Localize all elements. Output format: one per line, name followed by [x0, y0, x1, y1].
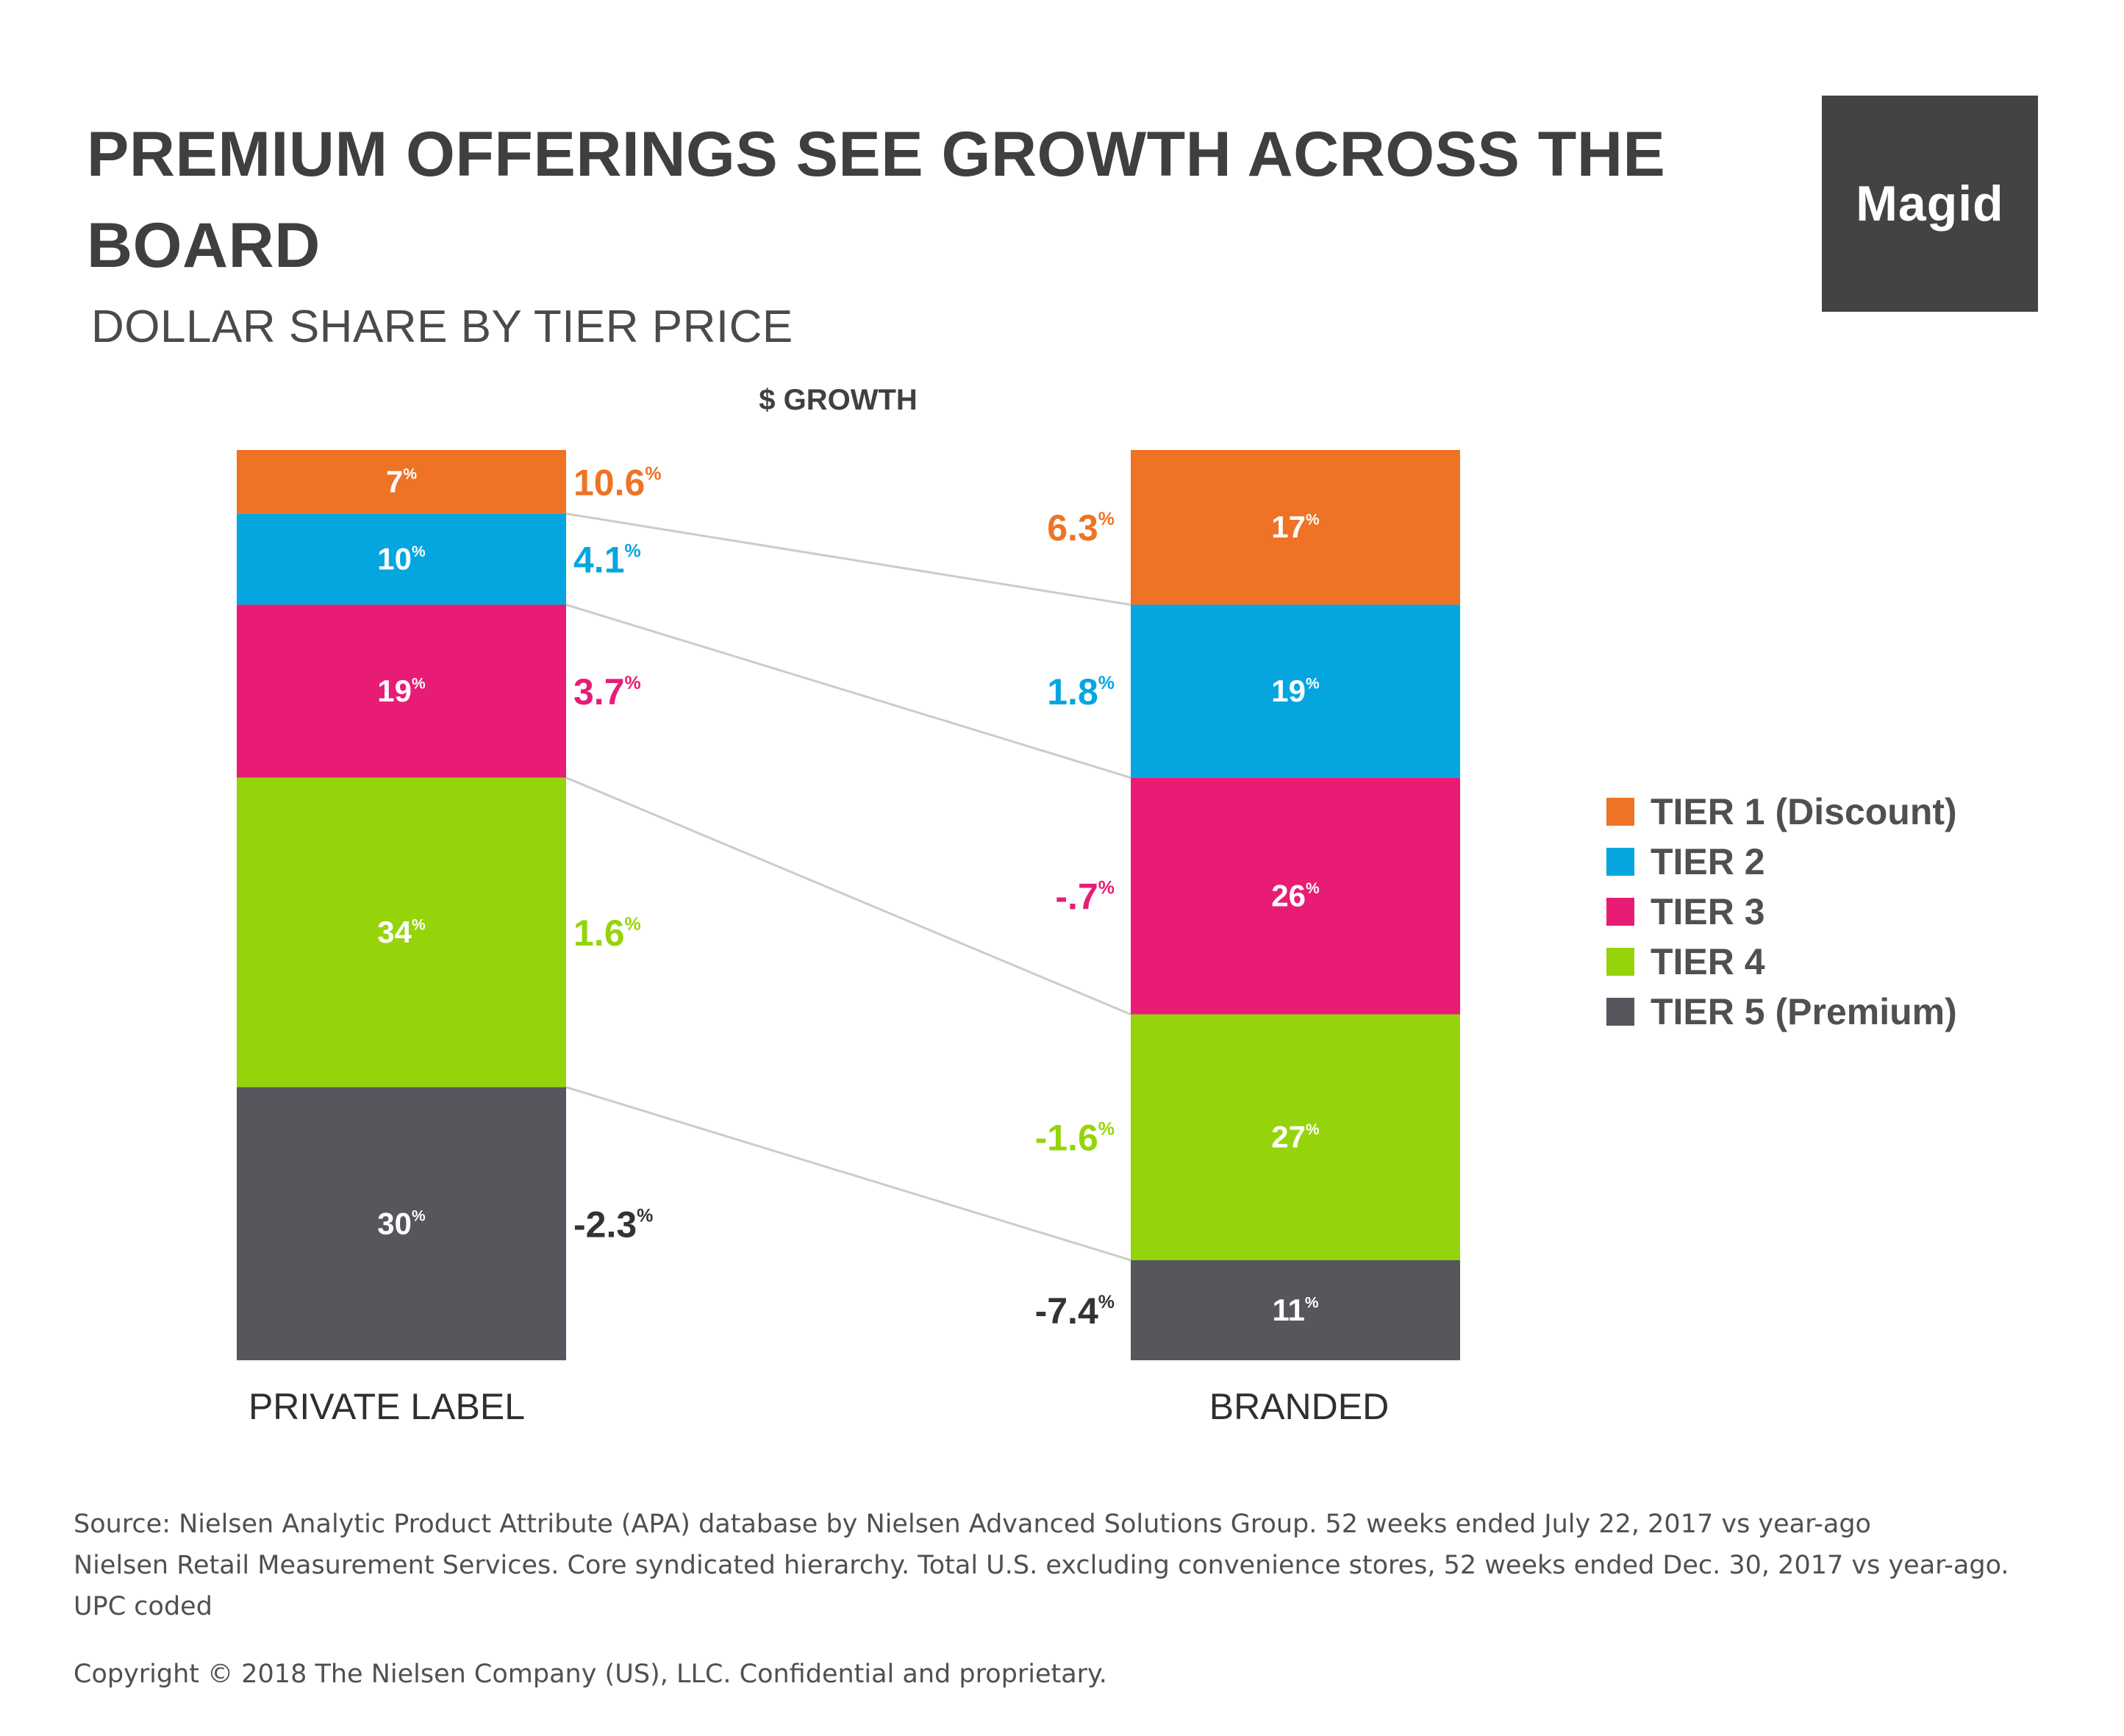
share-label: 26%	[1271, 879, 1320, 913]
connector-line	[565, 512, 1131, 606]
category-label: BRANDED	[1209, 1386, 1389, 1427]
bar-segment	[1131, 1260, 1460, 1360]
stacked-bar-chart: $ GROWTH 7% 10.6% 10% 4.1% 19% 3.7% 34% 1.6% 30% -…	[237, 384, 1460, 1427]
share-label: 11%	[1272, 1293, 1318, 1327]
legend-label: TIER 1 (Discount)	[1651, 791, 1957, 832]
chart-subtitle: DOLLAR SHARE BY TIER PRICE	[91, 301, 793, 352]
connector-line	[565, 776, 1131, 1015]
bar-segment	[1131, 1014, 1460, 1260]
page-title: PREMIUM OFFERINGS SEE GROWTH ACROSS THE …	[87, 119, 1666, 281]
legend-label: TIER 4	[1651, 941, 1765, 982]
legend-label: TIER 3	[1651, 891, 1765, 932]
connector-lines	[565, 512, 1131, 1262]
growth-label: -7.4%	[1035, 1290, 1115, 1332]
legend-label: TIER 2	[1651, 841, 1765, 882]
growth-label: -2.3%	[573, 1204, 653, 1245]
connector-line	[565, 1086, 1131, 1262]
source-note: Source: Nielsen Analytic Product Attribu…	[74, 1504, 2059, 1627]
bar-segment	[237, 777, 566, 1087]
growth-header: $ GROWTH	[759, 384, 918, 416]
copyright-note: Copyright © 2018 The Nielsen Company (US…	[74, 1660, 1107, 1689]
legend-item: TIER 3	[1606, 887, 1957, 937]
legend-item: TIER 5 (Premium)	[1606, 987, 1957, 1037]
bar-segment	[237, 450, 566, 514]
legend-swatch	[1606, 848, 1634, 876]
legend-item: TIER 2	[1606, 837, 1957, 887]
growth-label: -.7%	[1055, 876, 1115, 918]
legend-swatch	[1606, 898, 1634, 926]
share-label: 10%	[377, 542, 426, 576]
share-label: 7%	[386, 464, 417, 499]
legend-item: TIER 1 (Discount)	[1606, 787, 1957, 837]
growth-label: 3.7%	[573, 671, 641, 712]
legend-swatch	[1606, 948, 1634, 976]
legend-swatch	[1606, 798, 1634, 826]
bar-segment	[237, 513, 566, 605]
brand-logo: Magid	[1822, 96, 2038, 312]
brand-logo-text: Magid	[1856, 176, 2004, 232]
source-line: Nielsen Retail Measurement Services. Cor…	[74, 1551, 2009, 1580]
bar-segment	[1131, 450, 1460, 605]
share-label: 19%	[377, 674, 426, 708]
growth-label: 10.6%	[573, 462, 662, 503]
share-label: 27%	[1271, 1120, 1320, 1154]
growth-label: 1.6%	[573, 912, 641, 954]
bar-segment	[1131, 777, 1460, 1015]
legend-label: TIER 5 (Premium)	[1651, 991, 1957, 1032]
growth-label: 1.8%	[1047, 671, 1115, 712]
category-label: PRIVATE LABEL	[248, 1386, 525, 1427]
share-label: 34%	[377, 915, 426, 949]
growth-label: -1.6%	[1035, 1118, 1115, 1159]
bar-segment	[1131, 604, 1460, 778]
bar-segment	[237, 604, 566, 778]
source-line: Source: Nielsen Analytic Product Attribu…	[74, 1510, 1871, 1539]
share-label: 17%	[1271, 510, 1320, 544]
legend-swatch	[1606, 998, 1634, 1026]
growth-label: 6.3%	[1047, 507, 1115, 549]
share-label: 30%	[377, 1206, 426, 1240]
connector-line	[565, 604, 1131, 779]
source-line: UPC coded	[74, 1592, 212, 1621]
legend-item: TIER 4	[1606, 937, 1957, 987]
chart-legend: TIER 1 (Discount) TIER 2 TIER 3 TIER 4 TIER …	[1606, 787, 1957, 1037]
share-label: 19%	[1271, 674, 1320, 708]
growth-label: 4.1%	[573, 540, 641, 581]
bar-segment	[237, 1087, 566, 1360]
